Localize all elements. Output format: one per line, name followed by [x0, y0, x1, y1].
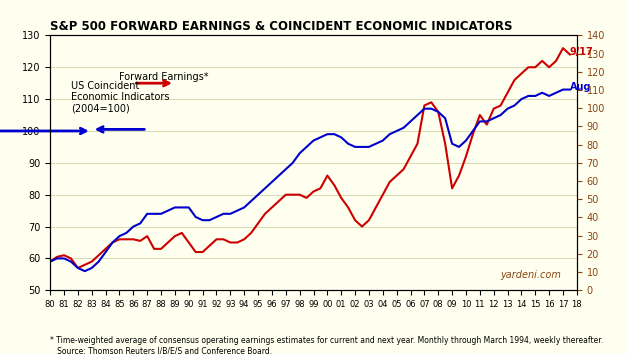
Text: yardeni.com: yardeni.com	[500, 270, 561, 280]
Text: US Coincident
Economic Indicators
(2004=100): US Coincident Economic Indicators (2004=…	[71, 81, 169, 114]
Text: Forward Earnings*: Forward Earnings*	[120, 72, 209, 82]
Text: S&P 500 FORWARD EARNINGS & COINCIDENT ECONOMIC INDICATORS: S&P 500 FORWARD EARNINGS & COINCIDENT EC…	[50, 20, 513, 33]
Text: 9/17: 9/17	[570, 46, 594, 57]
Text: * Time-weighted average of consensus operating earnings estimates for current an: * Time-weighted average of consensus ope…	[50, 336, 603, 354]
Text: Aug: Aug	[570, 81, 591, 92]
